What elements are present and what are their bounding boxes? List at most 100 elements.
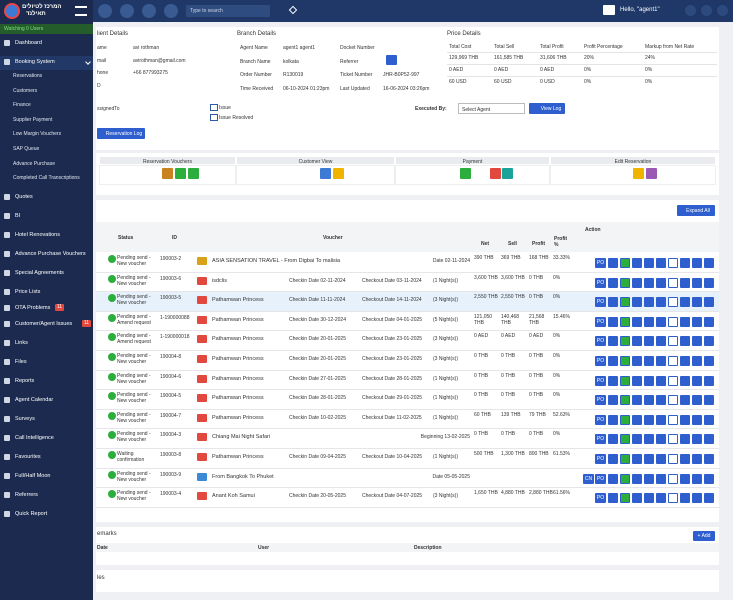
referrer-edit-button[interactable] [386,55,397,65]
row-action-button[interactable] [656,316,666,327]
row-action-button[interactable] [668,493,678,504]
row-action-button[interactable] [692,375,702,386]
row-action-button[interactable] [680,493,690,504]
action-icon[interactable] [490,168,501,179]
issue-checkbox[interactable] [210,104,218,111]
row-action-button[interactable] [668,395,678,406]
row-action-button[interactable] [644,258,654,268]
row-action-button[interactable] [692,297,702,308]
row-text-button[interactable]: PO [595,356,606,366]
row-action-button[interactable] [692,258,702,268]
row-action-button[interactable] [704,316,714,327]
row-action-button[interactable] [692,356,702,366]
row-action-button[interactable] [656,434,666,445]
row-action-button[interactable] [608,336,618,347]
row-action-button[interactable] [632,316,642,327]
row-action-button[interactable] [632,493,642,504]
row-text-button[interactable]: PO [595,258,606,268]
row-action-button[interactable] [668,258,678,268]
top-right-icon[interactable] [685,5,696,16]
row-action-button[interactable] [656,336,666,347]
action-icon[interactable] [162,168,173,179]
row-action-button[interactable] [644,493,654,504]
row-action-button[interactable] [644,336,654,347]
row-text-button[interactable]: PO [595,375,606,386]
row-action-button[interactable] [704,414,714,425]
sidebar-subitem[interactable]: Completed Call Transcriptions [13,175,80,182]
row-action-button[interactable] [704,258,714,268]
row-action-button[interactable] [608,454,618,464]
row-action-button[interactable] [704,297,714,308]
expand-all-button[interactable]: Expand All [677,205,715,216]
top-icon[interactable] [120,4,134,18]
action-icon[interactable] [175,168,186,179]
row-action-button[interactable] [680,356,690,366]
row-action-button[interactable] [608,277,618,288]
search-input[interactable]: Type to search [186,5,270,17]
row-action-button[interactable] [656,473,666,484]
row-text-button[interactable]: PO [595,473,606,484]
row-action-button[interactable] [656,297,666,308]
user-icon[interactable] [603,5,615,15]
row-action-button[interactable] [644,277,654,288]
row-action-button[interactable] [608,414,618,425]
top-right-icon[interactable] [701,5,712,16]
row-action-button[interactable] [632,356,642,366]
action-icon[interactable] [633,168,644,179]
row-action-button[interactable] [608,297,618,308]
row-action-button[interactable] [680,316,690,327]
action-icon[interactable] [320,168,331,179]
top-icon[interactable] [164,4,178,18]
row-action-button[interactable] [608,395,618,406]
row-action-button[interactable] [632,375,642,386]
row-action-button[interactable] [632,414,642,425]
row-action-button[interactable] [680,395,690,406]
reservation-log-button[interactable]: Reservation Log [97,128,145,139]
row-action-button[interactable] [692,414,702,425]
row-action-button[interactable] [692,277,702,288]
row-action-button[interactable] [608,473,618,484]
row-action-button[interactable] [632,277,642,288]
row-action-button[interactable] [632,473,642,484]
row-action-button[interactable] [608,493,618,504]
row-action-button[interactable] [632,297,642,308]
row-action-button[interactable] [644,356,654,366]
row-action-button[interactable] [704,395,714,406]
sidebar-item[interactable] [0,56,93,70]
row-action-button[interactable] [632,454,642,464]
row-action-button[interactable] [680,277,690,288]
row-action-button[interactable] [656,493,666,504]
row-action-button[interactable] [692,336,702,347]
row-action-button[interactable] [704,473,714,484]
row-text-button[interactable]: PO [595,277,606,288]
action-icon[interactable] [333,168,344,179]
agent-select[interactable]: Select Agent [458,103,525,114]
row-action-button[interactable] [608,375,618,386]
row-action-button[interactable] [692,454,702,464]
sidebar-subitem[interactable]: Finance [13,102,31,109]
row-action-button[interactable] [656,414,666,425]
row-action-button[interactable] [620,316,630,327]
row-action-button[interactable] [608,434,618,445]
row-action-button[interactable] [620,493,630,504]
row-action-button[interactable] [644,395,654,406]
row-action-button[interactable] [692,473,702,484]
row-action-button[interactable] [656,356,666,366]
row-action-button[interactable] [680,258,690,268]
top-right-icon[interactable] [717,5,728,16]
row-action-button[interactable] [608,258,618,268]
top-icon[interactable] [98,4,112,18]
search-icon[interactable] [276,6,282,14]
row-action-button[interactable] [680,473,690,484]
row-action-button[interactable] [656,454,666,464]
row-action-button[interactable] [680,434,690,445]
row-action-button[interactable] [620,434,630,445]
row-action-button[interactable] [608,356,618,366]
row-action-button[interactable] [620,414,630,425]
row-action-button[interactable] [704,277,714,288]
row-action-button[interactable] [704,356,714,366]
row-text-button[interactable]: PO [595,414,606,425]
row-text-button[interactable]: PO [595,297,606,308]
row-action-button[interactable] [620,356,630,366]
row-action-button[interactable] [668,473,678,484]
